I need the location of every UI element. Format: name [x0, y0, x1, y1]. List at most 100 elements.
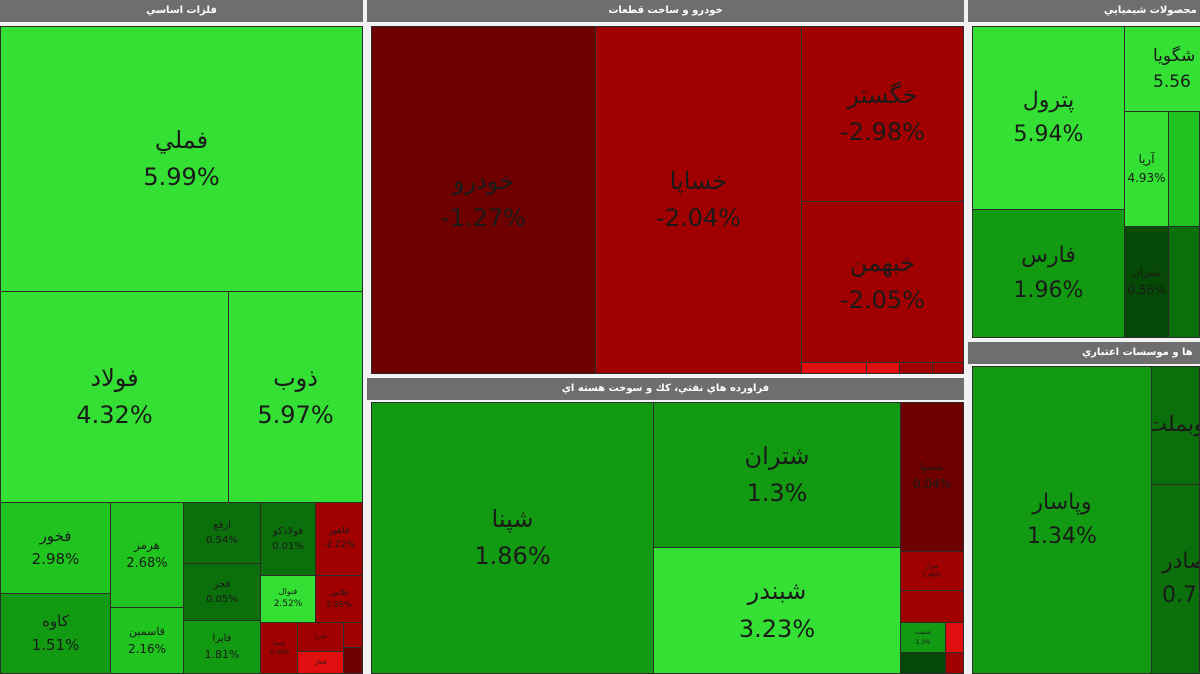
- tile-change: -2.05%: [840, 286, 925, 314]
- tile-small-green-c[interactable]: [1168, 226, 1200, 338]
- tile-khodro[interactable]: خودرو -1.27%: [371, 26, 596, 374]
- tile-fars[interactable]: فارس 1.96%: [972, 209, 1125, 338]
- tile-fejar[interactable]: فجر 0.05%: [183, 563, 261, 621]
- tile-small-red-a[interactable]: [343, 622, 363, 648]
- tile-small-red-b[interactable]: [343, 647, 363, 674]
- tile-change: 0.05%: [206, 594, 238, 605]
- tile-ghasemin[interactable]: قاسمين 2.16%: [110, 607, 184, 674]
- tile-change: -0.40%: [268, 649, 290, 656]
- tile-change: -2.98%: [840, 118, 925, 146]
- tile-fnval[interactable]: فنوال 2.52%: [260, 575, 316, 623]
- tile-small-red-h[interactable]: [945, 622, 964, 653]
- tile-name: پترول: [1022, 87, 1075, 113]
- tile-name: خساپا: [669, 166, 728, 195]
- tile-change: 1.3%: [915, 638, 931, 646]
- panel-automotive: خودرو و ساخت قطعات خودرو -1.27% خساپا -2…: [367, 0, 964, 376]
- tile-name: شراز: [925, 562, 939, 570]
- tile-fasepahan[interactable]: فسپا -0.40%: [260, 622, 298, 674]
- tile-name: فاهور: [328, 526, 350, 537]
- tile-small-red-g[interactable]: [900, 590, 964, 623]
- tile-change: 1.96%: [1013, 277, 1084, 303]
- tile-khsapa[interactable]: خساپا -2.04%: [595, 26, 802, 374]
- tile-change: 0.04%: [912, 477, 952, 492]
- tile-small-green-b[interactable]: [1168, 111, 1200, 227]
- tile-vsadr[interactable]: وصادر 0.7: [1151, 484, 1200, 674]
- tile-fkhaz[interactable]: فخاز: [297, 651, 344, 674]
- tile-name: شبندر: [747, 577, 807, 606]
- tile-change: 2.16%: [127, 641, 167, 656]
- tile-change: -1.27%: [441, 204, 526, 232]
- tile-name: قاسمين: [129, 624, 165, 638]
- tile-name: فايرا: [212, 632, 232, 644]
- panel-title-automotive[interactable]: خودرو و ساخت قطعات: [367, 0, 964, 22]
- tile-name: فخاز: [314, 658, 327, 666]
- tile-small-red-f[interactable]: [932, 362, 964, 374]
- tile-change: 5.94%: [1013, 122, 1084, 147]
- tile-aria[interactable]: آريا 4.93%: [1124, 111, 1169, 227]
- tile-khgostar[interactable]: خگستر -2.98%: [801, 26, 964, 202]
- tile-change: 4.93%: [1127, 171, 1166, 185]
- tile-name: فنوال: [278, 586, 298, 596]
- tile-change: 4.32%: [76, 401, 153, 429]
- tile-name: شگويا: [1153, 45, 1196, 66]
- tile-petrol[interactable]: پترول 5.94%: [972, 26, 1125, 210]
- tile-name: فلاس: [329, 587, 349, 597]
- tile-name: شتران: [744, 441, 810, 470]
- tile-vbmellat[interactable]: وبملت: [1151, 366, 1200, 485]
- tile-change: 1.48%: [922, 572, 942, 579]
- panel-title-chemicals[interactable]: محصولات شيميايي: [968, 0, 1200, 22]
- tile-zob[interactable]: ذوب 5.97%: [228, 291, 363, 503]
- tile-hormoz[interactable]: هرمز 2.68%: [110, 502, 184, 608]
- tile-name: فولادكو: [272, 525, 304, 537]
- tile-fanpars[interactable]: فلاس 2.95%: [315, 575, 363, 623]
- panel-title-basic-metals[interactable]: فلزات اساسي: [0, 0, 363, 22]
- tile-small-green-a[interactable]: [900, 652, 946, 674]
- tile-change: 5.97%: [257, 401, 334, 429]
- tile-name: آريا: [1138, 152, 1155, 167]
- tile-small-red-e[interactable]: [899, 362, 933, 374]
- tile-shiran[interactable]: شيران 0.56%: [1124, 226, 1169, 338]
- tile-name: خگستر: [847, 80, 918, 109]
- tile-shbandar[interactable]: شبندر 3.23%: [653, 547, 901, 674]
- tile-name: فملي: [154, 125, 209, 154]
- tile-shnaft[interactable]: شنفت 1.3%: [900, 622, 946, 653]
- tile-shetran[interactable]: شتران 1.3%: [653, 402, 901, 548]
- tile-change: 1.51%: [31, 635, 80, 654]
- tile-name: فولاد: [90, 363, 139, 392]
- tile-shegoya[interactable]: شگويا 5.56: [1124, 26, 1200, 112]
- tile-name: شيران: [1131, 266, 1162, 280]
- tile-faladko[interactable]: فولادكو 0.01%: [260, 502, 316, 576]
- tile-fayra[interactable]: فايرا 1.81%: [183, 620, 261, 674]
- tile-change: 3.23%: [738, 614, 816, 643]
- tile-name: خبهمن: [849, 248, 916, 277]
- tile-khbahman[interactable]: خبهمن -2.05%: [801, 201, 964, 363]
- tile-kaveh[interactable]: كاوه 1.51%: [0, 593, 111, 674]
- tile-name: فجر: [213, 578, 231, 590]
- panel-title-refinery[interactable]: فراورده هاي نفتي، كك و سوخت هسته اي: [367, 378, 964, 400]
- tile-name: ارفع: [213, 519, 231, 531]
- tile-name: شنفت: [915, 629, 931, 637]
- tile-shraz[interactable]: شراز 1.48%: [900, 551, 964, 591]
- tile-shesfa[interactable]: شسپا 0.04%: [900, 402, 964, 552]
- tile-arfa[interactable]: ارفع 0.54%: [183, 502, 261, 564]
- tile-fmeta[interactable]: فمرا: [297, 622, 344, 652]
- tile-fameli[interactable]: فملي 5.99%: [0, 26, 363, 292]
- tile-falhavi[interactable]: فاهور -2.22%: [315, 502, 363, 576]
- panel-refinery: فراورده هاي نفتي، كك و سوخت هسته اي شپنا…: [367, 378, 964, 674]
- tile-name: هرمز: [134, 537, 160, 552]
- tile-small-red-d[interactable]: [866, 362, 900, 374]
- tile-shepna[interactable]: شپنا 1.86%: [371, 402, 654, 674]
- tile-name: فمرا: [314, 633, 327, 641]
- tile-fakhoor[interactable]: فخور 2.98%: [0, 502, 111, 594]
- tile-change: 1.86%: [474, 542, 551, 570]
- tile-vpasar[interactable]: وپاسار 1.34%: [972, 366, 1152, 674]
- tile-change: 0.01%: [272, 541, 304, 552]
- panel-chemicals: محصولات شيميايي پترول 5.94% فارس 1.96% ش…: [968, 0, 1200, 340]
- tile-small-red-c[interactable]: [801, 362, 867, 374]
- tile-name: ذوب: [273, 363, 318, 392]
- panel-basic-metals: فلزات اساسي فملي 5.99% فولاد 4.32% ذوب 5…: [0, 0, 363, 674]
- tile-foolad[interactable]: فولاد 4.32%: [0, 291, 229, 503]
- tile-change: 5.56: [1153, 72, 1191, 92]
- tile-small-red-i[interactable]: [945, 652, 964, 674]
- panel-title-banks[interactable]: ها و موسسات اعتباري: [968, 342, 1200, 364]
